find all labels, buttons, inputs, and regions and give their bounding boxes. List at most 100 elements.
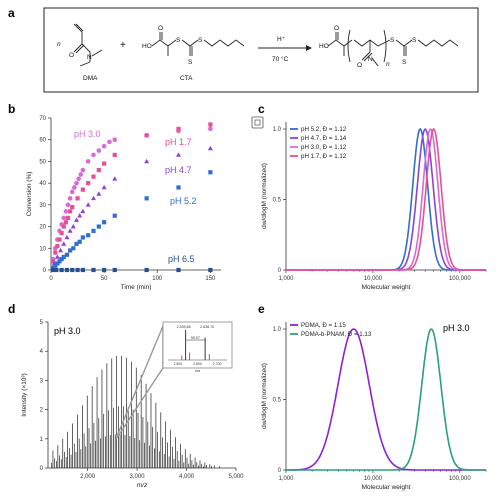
inset-frame bbox=[162, 321, 233, 369]
ph-1-7-series-label: pH 1.7 bbox=[165, 137, 192, 147]
panel-d: d 2,000 3,000 4,000 5,000 0 1 2 3 4 5 2,539.65 2,6… bbox=[8, 302, 244, 489]
panel-b-x-axis-label: Time (min) bbox=[121, 284, 152, 291]
ph-4-7-point bbox=[96, 191, 102, 196]
product-sulfur-1: S bbox=[390, 37, 395, 44]
panel-d-spectrum bbox=[51, 355, 220, 468]
ph-3-0-point bbox=[80, 167, 86, 173]
panel-label-c: c bbox=[258, 102, 265, 116]
ph-5-2-point bbox=[64, 252, 70, 257]
ph-6-5-point bbox=[54, 267, 59, 273]
panel-a: a n O N DMA + HO O S S S bbox=[8, 6, 479, 93]
ph-4-7-point bbox=[61, 241, 67, 246]
panel-b-y-tick-label: 70 bbox=[39, 116, 46, 122]
panel-c-expand-icon[interactable] bbox=[251, 116, 264, 129]
ph-6-5-series-label: pH 6.5 bbox=[168, 254, 195, 264]
ph-6-5-point bbox=[70, 267, 75, 273]
panel-c-y-axis-label: dw/dlogM (normalized) bbox=[261, 163, 268, 229]
panel-c-x-tick-label: 100,000 bbox=[449, 276, 471, 282]
ph-4-7-point bbox=[80, 208, 86, 214]
ph-3-0-series-label: pH 3.0 bbox=[74, 129, 101, 139]
conditions: 70 °C bbox=[272, 55, 289, 63]
ph-1-7-point bbox=[65, 215, 71, 220]
ph-1-7-point bbox=[59, 230, 64, 236]
panel-d-y-axis-label: Intensity (×10³) bbox=[21, 373, 28, 417]
ph-1-7-point bbox=[75, 196, 80, 201]
ph-3-0-point bbox=[85, 159, 91, 164]
panel-b-series-labels: pH 3.0 pH 1.7 pH 4.7 pH 5.2 pH 6.5 bbox=[74, 129, 197, 264]
ph-4-7-point bbox=[58, 247, 64, 253]
ph-4-7-point bbox=[144, 158, 150, 164]
panel-e-axes: 1,000 10,000 100,000 0 0.5 1.0 bbox=[273, 322, 487, 482]
ph-5-2-point bbox=[144, 196, 149, 201]
product-oxygen: O bbox=[334, 25, 339, 32]
ph-3-0-point bbox=[72, 185, 77, 190]
ph-1-7-point bbox=[80, 187, 85, 192]
cta-structure bbox=[151, 32, 245, 56]
ph-5-2-point bbox=[176, 185, 181, 190]
ph-1-7-point bbox=[86, 181, 91, 186]
ph-4-7-point bbox=[54, 254, 60, 259]
dma-oxygen: O bbox=[69, 52, 74, 59]
panel-label-d: d bbox=[8, 302, 15, 316]
panel-d-y-tick-label: 0 bbox=[40, 466, 44, 472]
ph-1-7-point bbox=[91, 174, 96, 179]
panel-e: e 1,000 10,000 100,000 0 0.5 1.0 PDMA, Đ = 1.… bbox=[258, 302, 487, 491]
ph-6-5-point bbox=[64, 267, 70, 273]
inset-x-axis-label: m/z bbox=[195, 369, 201, 373]
panel-e-x-axis-label: Molecular weight bbox=[362, 484, 411, 491]
ph-4-7-point bbox=[101, 184, 107, 190]
panel-d-x-axis-label: m/z bbox=[137, 482, 148, 489]
n-prefix: n bbox=[57, 41, 61, 48]
ph-5-2-point bbox=[112, 213, 117, 218]
ph-3-0-point bbox=[78, 172, 84, 177]
ph-1-7-curve bbox=[286, 128, 486, 271]
inset-x-tick-label: 2,500 bbox=[174, 362, 183, 366]
ph-6-5-point bbox=[112, 267, 117, 273]
ph-1-7-point bbox=[208, 122, 213, 127]
panel-c-legend: pH 5.2, Đ = 1.12 pH 4.7, Đ = 1.14 pH 3.0, … bbox=[290, 126, 347, 160]
cta-sulfur-1: S bbox=[176, 37, 181, 44]
ph-3-0-point bbox=[74, 180, 79, 186]
inset-x-tick-label: 2,600 bbox=[193, 362, 202, 366]
ph-5-2-series-label: pH 5.2 bbox=[170, 196, 197, 206]
ph-1-7-point bbox=[68, 209, 73, 214]
dma-structure bbox=[73, 23, 103, 67]
panel-b-y-tick-label: 40 bbox=[39, 181, 46, 187]
ph-3-0-point bbox=[67, 196, 73, 201]
ph-5-2-point bbox=[51, 265, 56, 270]
panel-e-y-tick-label: 0.5 bbox=[273, 398, 282, 404]
cta-label: CTA bbox=[180, 75, 193, 82]
cta-sulfur-3: S bbox=[188, 59, 193, 66]
legend-entry-ph-1-7: pH 1.7, Đ = 1.12 bbox=[301, 153, 347, 160]
ph-6-5-point bbox=[208, 267, 213, 273]
ph-4-7-point bbox=[64, 234, 70, 240]
ph-1-7-point bbox=[51, 259, 56, 264]
ph-4-7-point bbox=[67, 228, 73, 233]
panel-d-inset: 2,539.65 2,638.70 99.07 2,500 2,600 2,700 m/z bbox=[114, 321, 233, 441]
ph-6-5-point bbox=[102, 267, 107, 273]
panel-d-y-tick-label: 3 bbox=[40, 378, 44, 384]
ph-4-7-point bbox=[207, 145, 213, 151]
pdma-curve bbox=[286, 328, 486, 471]
panel-c-x-tick-label: 1,000 bbox=[278, 276, 294, 282]
catalyst: H⁺ bbox=[277, 36, 286, 43]
ph-6-5-point bbox=[80, 267, 85, 273]
ph-5-2-point bbox=[59, 257, 64, 262]
scheme-frame bbox=[43, 7, 479, 93]
ph-3-0-point bbox=[76, 176, 81, 182]
cta-hydroxyl: HO bbox=[142, 43, 152, 50]
dma-nitrogen: N bbox=[87, 54, 92, 61]
panel-b-x-tick-label: 0 bbox=[49, 276, 53, 282]
ph-5-2-point bbox=[91, 228, 96, 234]
legend-entry-ph-4-7: pH 4.7, Đ = 1.14 bbox=[301, 135, 347, 142]
ph-5-2-point bbox=[53, 263, 58, 268]
ph-3-0-point bbox=[112, 137, 118, 143]
panel-label-b: b bbox=[8, 102, 15, 116]
panel-c: c 1,000 10,000 100,000 0 0.5 1.0 pH 5.2, Đ = … bbox=[251, 102, 487, 291]
panel-b-x-tick-label: 100 bbox=[152, 276, 163, 282]
panel-e-legend: PDMA, Đ = 1.15 PDMA-b-PNAM, Đ = 1.13 bbox=[290, 322, 372, 338]
ph-5-2-point bbox=[61, 254, 66, 260]
ph-6-5-point bbox=[91, 267, 96, 273]
panel-e-annotation: pH 3.0 bbox=[443, 323, 470, 333]
